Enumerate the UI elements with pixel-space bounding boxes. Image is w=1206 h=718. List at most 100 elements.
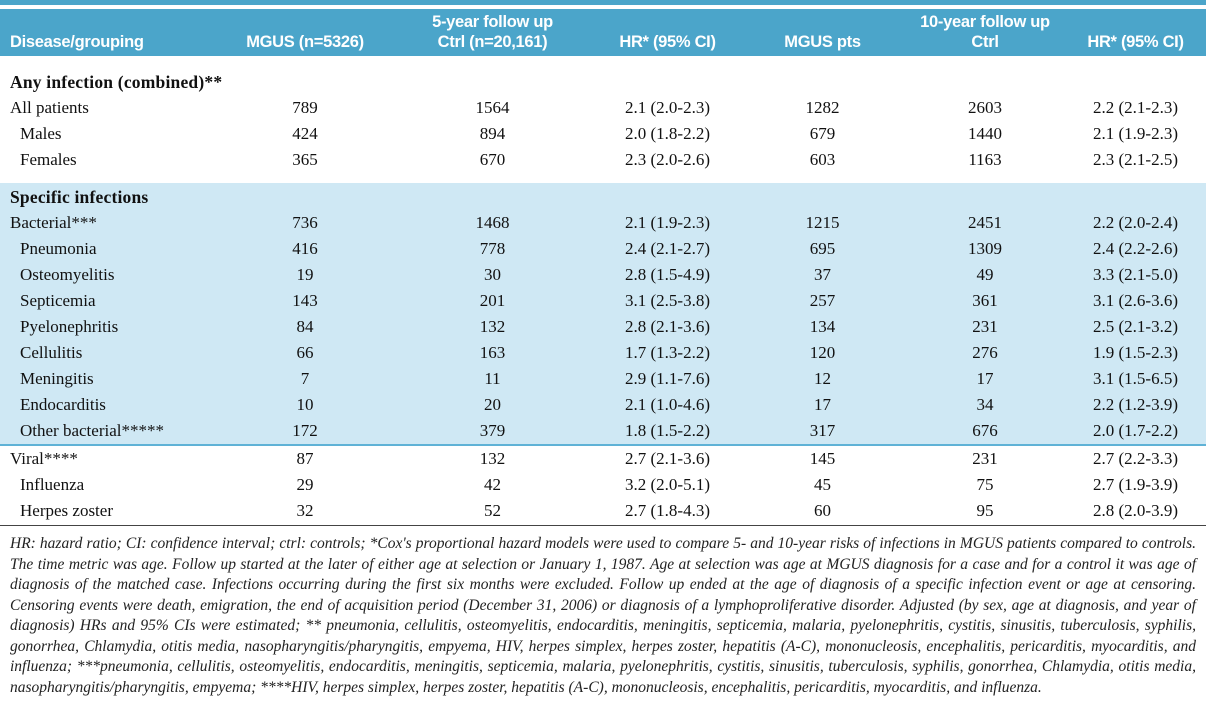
table-header: 5-year follow up 10-year follow up Disea… <box>0 9 1206 56</box>
cell-value: 2.2 (1.2-3.9) <box>1093 395 1178 414</box>
cell-value: 2.7 (1.9-3.9) <box>1093 475 1178 494</box>
cell-value: 75 <box>976 475 994 494</box>
top-accent-bar <box>0 0 1206 5</box>
table-row: Bacterial*** 736 1468 2.1 (1.9-2.3) 1215 2451… <box>0 210 1206 236</box>
cell-value: 32 <box>296 501 314 520</box>
row-label: Viral**** <box>10 449 78 468</box>
table-body: Any infection (combined)** All patients 78… <box>0 56 1206 524</box>
table-row: Pyelonephritis 84 132 2.8 (2.1-3.6) 134 231 2.… <box>0 314 1206 340</box>
column-header-ctrl-5yr: Ctrl (n=20,161) <box>437 33 548 51</box>
row-label: Septicemia <box>20 291 96 310</box>
cell-value: 2.3 (2.0-2.6) <box>625 150 710 169</box>
cell-value: 317 <box>809 421 836 440</box>
section-gap <box>0 173 1206 183</box>
table-row: All patients 789 1564 2.1 (2.0-2.3) 1282 2603… <box>0 95 1206 121</box>
cell-value: 2603 <box>968 98 1002 117</box>
table-row: Herpes zoster 32 52 2.7 (1.8-4.3) 60 95 2.8 (2… <box>0 498 1206 524</box>
table-row: Pneumonia 416 778 2.4 (2.1-2.7) 695 1309 2.4 (… <box>0 236 1206 262</box>
column-header-mgus-10yr: MGUS pts <box>784 33 861 51</box>
cell-value: 894 <box>479 124 506 143</box>
cell-value: 1468 <box>475 213 510 232</box>
cell-value: 1.9 (1.5-2.3) <box>1093 343 1178 362</box>
cell-value: 424 <box>292 124 318 143</box>
table-section-any-infection: Any infection (combined)** All patients 78… <box>0 70 1206 173</box>
cell-value: 2.2 (2.0-2.4) <box>1093 213 1178 232</box>
cell-value: 361 <box>972 291 998 310</box>
cell-value: 45 <box>814 475 831 494</box>
cell-value: 3.2 (2.0-5.1) <box>625 475 710 494</box>
cell-value: 2.0 (1.8-2.2) <box>625 124 710 143</box>
cell-value: 2.2 (2.1-2.3) <box>1093 98 1178 117</box>
cell-value: 132 <box>479 449 506 468</box>
header-group-5yr: 5-year follow up <box>432 13 553 31</box>
cell-value: 2.1 (1.9-2.3) <box>625 213 710 232</box>
header-group-row: 5-year follow up 10-year follow up <box>0 12 1206 32</box>
cell-value: 2.4 (2.1-2.7) <box>625 239 710 258</box>
cell-value: 3.1 (1.5-6.5) <box>1093 369 1178 388</box>
column-header-ctrl-10yr: Ctrl <box>971 33 999 51</box>
cell-value: 1564 <box>475 98 510 117</box>
cell-value: 66 <box>296 343 314 362</box>
cell-value: 603 <box>809 150 836 169</box>
table-row: Cellulitis 66 163 1.7 (1.3-2.2) 120 276 1.9 (1… <box>0 340 1206 366</box>
row-label: Influenza <box>20 475 85 494</box>
row-label: Bacterial*** <box>10 213 97 232</box>
column-header-disease: Disease/grouping <box>10 33 144 51</box>
cell-value: 2.8 (2.1-3.6) <box>625 317 710 336</box>
cell-value: 30 <box>484 265 501 284</box>
cell-value: 37 <box>814 265 831 284</box>
cell-value: 134 <box>809 317 836 336</box>
cell-value: 231 <box>972 449 998 468</box>
cell-value: 19 <box>296 265 314 284</box>
cell-value: 52 <box>484 501 501 520</box>
cell-value: 670 <box>479 150 506 169</box>
cell-value: 257 <box>809 291 836 310</box>
header-columns-row: Disease/grouping MGUS (n=5326) Ctrl (n=2… <box>0 32 1206 52</box>
cell-value: 231 <box>972 317 998 336</box>
cell-value: 20 <box>484 395 501 414</box>
cell-value: 1215 <box>805 213 840 232</box>
column-header-mgus-5yr: MGUS (n=5326) <box>246 33 364 51</box>
cell-value: 29 <box>296 475 314 494</box>
cell-value: 2.9 (1.1-7.6) <box>625 369 710 388</box>
cell-value: 2.1 (2.0-2.3) <box>625 98 710 117</box>
cell-value: 2.3 (2.1-2.5) <box>1093 150 1178 169</box>
cell-value: 276 <box>972 343 998 362</box>
table-section-specific-infections: Specific infections Bacterial*** 736 1468 2.… <box>0 183 1206 446</box>
top-gap <box>0 5 1206 9</box>
row-label: Females <box>20 150 77 169</box>
cell-value: 2.4 (2.2-2.6) <box>1093 239 1178 258</box>
table-row: Meningitis 7 11 2.9 (1.1-7.6) 12 17 3.1 (1.5-6… <box>0 366 1206 392</box>
cell-value: 3.3 (2.1-5.0) <box>1093 265 1178 284</box>
cell-value: 49 <box>976 265 994 284</box>
cell-value: 1440 <box>968 124 1002 143</box>
cell-value: 2.7 (1.8-4.3) <box>625 501 710 520</box>
cell-value: 2.1 (1.0-4.6) <box>625 395 710 414</box>
table-row: Viral**** 87 132 2.7 (2.1-3.6) 145 231 2.7 (2.… <box>0 446 1206 472</box>
cell-value: 201 <box>479 291 506 310</box>
cell-value: 2.7 (2.2-3.3) <box>1093 449 1178 468</box>
cell-value: 695 <box>809 239 836 258</box>
column-header-hr-10yr: HR* (95% CI) <box>1087 33 1184 51</box>
cell-value: 2.5 (2.1-3.2) <box>1093 317 1178 336</box>
cell-value: 145 <box>809 449 836 468</box>
cell-value: 778 <box>479 239 506 258</box>
cell-value: 365 <box>292 150 318 169</box>
table-row: Influenza 29 42 3.2 (2.0-5.1) 45 75 2.7 (1.9-3… <box>0 472 1206 498</box>
cell-value: 789 <box>292 98 318 117</box>
table-row: Endocarditis 10 20 2.1 (1.0-4.6) 17 34 2.2 (1.… <box>0 392 1206 418</box>
cell-value: 163 <box>479 343 506 362</box>
cell-value: 1163 <box>968 150 1002 169</box>
cell-value: 1309 <box>968 239 1002 258</box>
row-label: Males <box>20 124 62 143</box>
cell-value: 1282 <box>805 98 840 117</box>
cell-value: 95 <box>976 501 994 520</box>
cell-value: 143 <box>292 291 318 310</box>
row-label: Osteomyelitis <box>20 265 115 284</box>
cell-value: 2.0 (1.7-2.2) <box>1093 421 1178 440</box>
row-label: Pyelonephritis <box>20 317 119 336</box>
cell-value: 11 <box>484 369 501 388</box>
cell-value: 679 <box>809 124 836 143</box>
cell-value: 1.7 (1.3-2.2) <box>625 343 710 362</box>
